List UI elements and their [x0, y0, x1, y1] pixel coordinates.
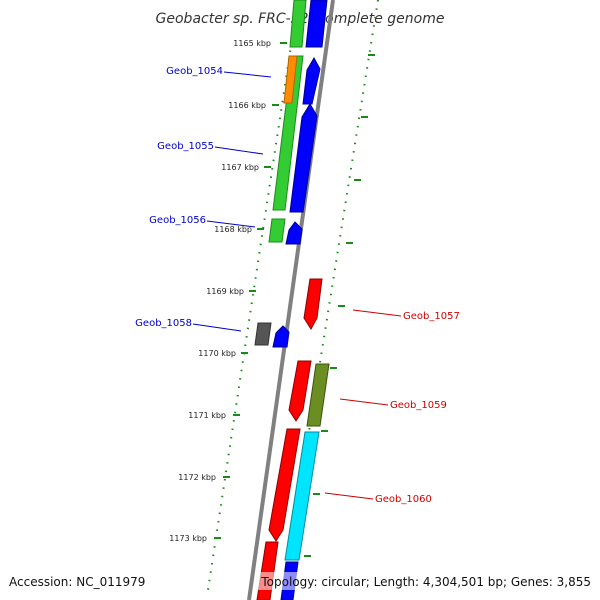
tick-label: 1165 kbp [233, 39, 271, 48]
inner-dotted-ruler [207, 0, 299, 591]
forward-gene [305, 0, 328, 48]
reverse-genes [256, 278, 323, 600]
orange-feature [283, 55, 298, 104]
label-leader-line [339, 398, 389, 406]
genome-backbone [247, 0, 335, 600]
reverse-gene [288, 360, 312, 422]
label-leader-line [352, 309, 402, 317]
label-leader-line [214, 146, 264, 155]
forward-gene [272, 325, 290, 348]
tick-label: 1166 kbp [228, 101, 266, 110]
green-feature-track [268, 0, 307, 243]
tick-label: 1170 kbp [198, 349, 236, 358]
forward-gene [302, 56, 321, 105]
reverse-gene [303, 278, 323, 330]
tick-marks [214, 42, 287, 539]
forward-gene [285, 221, 303, 245]
green-feature [289, 0, 307, 48]
reverse-gene [256, 541, 279, 600]
tick-label: 1169 kbp [206, 287, 244, 296]
tick-label: 1171 kbp [188, 411, 226, 420]
tick-label: 1167 kbp [221, 163, 259, 172]
tick-label: 1172 kbp [178, 473, 216, 482]
olive-feature [306, 363, 330, 427]
gene-label-geob-1060[interactable]: Geob_1060 [375, 494, 432, 505]
gene-label-geob-1056[interactable]: Geob_1056 [149, 215, 206, 226]
gene-label-geob-1059[interactable]: Geob_1059 [390, 400, 447, 411]
outer-tick-marks [304, 54, 375, 557]
gray-feature [254, 322, 272, 346]
gene-label-geob-1055[interactable]: Geob_1055 [157, 141, 214, 152]
topology-text-backdrop [256, 572, 594, 590]
label-leader-line [192, 323, 242, 332]
gene-label-geob-1058[interactable]: Geob_1058 [135, 318, 192, 329]
forward-genes [272, 0, 328, 348]
right-gene-labels: Geob_1057 Geob_1059 Geob_1060 [324, 309, 460, 505]
accession-text: Accession: NC_011979 [9, 575, 145, 589]
cyan-feature [284, 431, 320, 561]
green-feature [268, 218, 286, 243]
label-leader-line [324, 492, 374, 500]
reverse-gene [268, 428, 301, 542]
gene-label-geob-1057[interactable]: Geob_1057 [403, 311, 460, 322]
forward-gene [289, 103, 318, 213]
label-leader-line [223, 71, 272, 78]
gene-label-geob-1054[interactable]: Geob_1054 [166, 66, 223, 77]
topology-text: Topology: circular; Length: 4,304,501 bp… [260, 575, 591, 589]
tick-labels: 1165 kbp 1166 kbp 1167 kbp 1168 kbp 1169… [169, 39, 271, 543]
left-gene-labels: Geob_1054 Geob_1055 Geob_1056 Geob_1058 [135, 66, 272, 332]
tick-label: 1168 kbp [214, 225, 252, 234]
green-feature [272, 55, 304, 211]
tick-label: 1173 kbp [169, 534, 207, 543]
label-leader-line [206, 220, 256, 228]
